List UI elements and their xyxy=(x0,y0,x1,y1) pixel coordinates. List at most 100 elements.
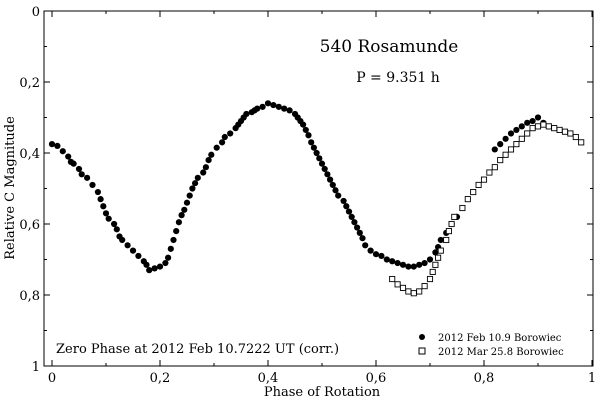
y-tick-label: 0,4 xyxy=(19,147,40,162)
data-point-mar xyxy=(534,123,542,130)
data-point-feb xyxy=(175,219,182,226)
data-point-feb xyxy=(254,105,261,112)
data-point-feb xyxy=(421,259,428,267)
data-point-feb xyxy=(302,126,309,134)
data-point-mar xyxy=(405,288,412,295)
data-point-mar xyxy=(540,121,547,128)
data-point-feb xyxy=(529,117,536,125)
data-point-mar xyxy=(470,188,477,196)
data-point-feb xyxy=(286,107,293,114)
data-point-feb xyxy=(151,265,158,272)
data-point-feb xyxy=(270,101,277,109)
data-point-mar xyxy=(432,261,439,268)
data-point-mar xyxy=(518,135,525,142)
data-point-feb xyxy=(208,151,215,158)
x-tick-label: 0,4 xyxy=(258,371,279,386)
data-point-mar xyxy=(459,204,466,212)
data-point-feb xyxy=(305,132,312,139)
data-point-feb xyxy=(105,215,112,222)
data-point-feb xyxy=(300,121,307,128)
data-point-feb xyxy=(354,224,361,231)
data-point-mar xyxy=(394,281,401,288)
data-point-feb xyxy=(362,242,369,249)
x-axis-title: Phase of Rotation xyxy=(264,385,381,400)
data-point-feb xyxy=(192,180,199,187)
data-point-mar xyxy=(435,254,442,261)
data-point-mar xyxy=(578,139,585,146)
data-point-feb xyxy=(378,252,385,260)
axis-ticks xyxy=(44,10,593,367)
data-point-feb xyxy=(129,247,137,254)
data-point-mar xyxy=(497,157,504,164)
y-tick-label: 0,2 xyxy=(19,76,40,91)
x-tick-label: 0,2 xyxy=(150,371,171,386)
legend-label-feb: 2012 Feb 10.9 Borowiec xyxy=(438,333,562,344)
data-point-feb xyxy=(351,219,358,226)
data-point-feb xyxy=(94,188,101,196)
data-point-feb xyxy=(97,196,104,203)
data-point-feb xyxy=(497,141,504,148)
data-point-feb xyxy=(394,259,401,267)
y-tick-label: 0,8 xyxy=(19,289,40,304)
data-point-feb xyxy=(383,256,390,263)
data-point-feb xyxy=(243,110,250,118)
data-point-feb xyxy=(356,229,363,236)
x-tick-label: 0,8 xyxy=(474,371,495,386)
data-point-mar xyxy=(448,220,455,228)
data-point-mar xyxy=(480,176,488,183)
data-point-feb xyxy=(405,263,412,270)
data-point-mar xyxy=(464,196,471,203)
data-point-feb xyxy=(275,103,282,110)
data-point-feb xyxy=(513,126,520,134)
data-point-feb xyxy=(332,187,339,194)
data-point-feb xyxy=(143,261,150,268)
data-point-feb xyxy=(318,160,326,167)
data-point-feb xyxy=(111,220,118,228)
data-point-feb xyxy=(70,160,77,167)
y-tick-label: 1 xyxy=(32,360,40,375)
x-tick-label: 1 xyxy=(588,371,596,386)
data-point-feb xyxy=(165,254,172,261)
data-point-mar xyxy=(445,228,452,235)
data-point-mar xyxy=(507,146,515,153)
data-point-feb xyxy=(335,192,342,199)
data-point-mar xyxy=(443,236,450,244)
data-point-mar xyxy=(475,181,482,189)
y-tick-label: 0 xyxy=(32,5,40,20)
data-point-mar xyxy=(524,130,531,137)
data-point-feb xyxy=(183,199,191,206)
data-point-mar xyxy=(491,164,498,171)
data-point-feb xyxy=(75,165,83,173)
x-tick-labels: 0 0,2 0,4 0,6 0,8 1 xyxy=(48,371,596,386)
legend: 2012 Feb 10.9 Borowiec 2012 Mar 25.8 Bor… xyxy=(418,333,564,358)
data-point-feb xyxy=(167,245,174,252)
data-point-mar xyxy=(551,125,558,132)
data-point-feb xyxy=(194,174,201,181)
data-point-feb xyxy=(162,259,169,267)
data-point-feb xyxy=(100,203,107,210)
data-point-feb xyxy=(329,181,336,189)
x-tick-label: 0 xyxy=(48,371,56,386)
data-point-mar xyxy=(426,275,434,283)
data-point-mar xyxy=(502,151,509,158)
data-point-feb xyxy=(534,114,542,121)
data-point-feb xyxy=(135,252,142,260)
data-point-feb xyxy=(65,153,72,160)
data-point-mar xyxy=(545,123,552,130)
data-point-feb xyxy=(59,148,66,155)
chart-title: 540 Rosamunde xyxy=(320,37,459,57)
data-point-feb xyxy=(437,236,444,244)
data-point-mar xyxy=(451,213,458,220)
data-point-mar xyxy=(572,133,579,141)
data-point-mar xyxy=(437,247,444,254)
data-point-feb xyxy=(102,210,110,217)
data-point-feb xyxy=(324,171,331,178)
plot-frame xyxy=(43,10,594,367)
y-tick-labels: 0 0,2 0,4 0,6 0,8 1 xyxy=(19,5,40,375)
data-point-mar xyxy=(389,275,396,283)
data-point-feb xyxy=(202,164,209,171)
data-point-feb xyxy=(89,181,96,189)
data-point-mar xyxy=(529,125,536,132)
data-point-feb xyxy=(178,212,185,219)
data-point-feb xyxy=(432,249,439,256)
